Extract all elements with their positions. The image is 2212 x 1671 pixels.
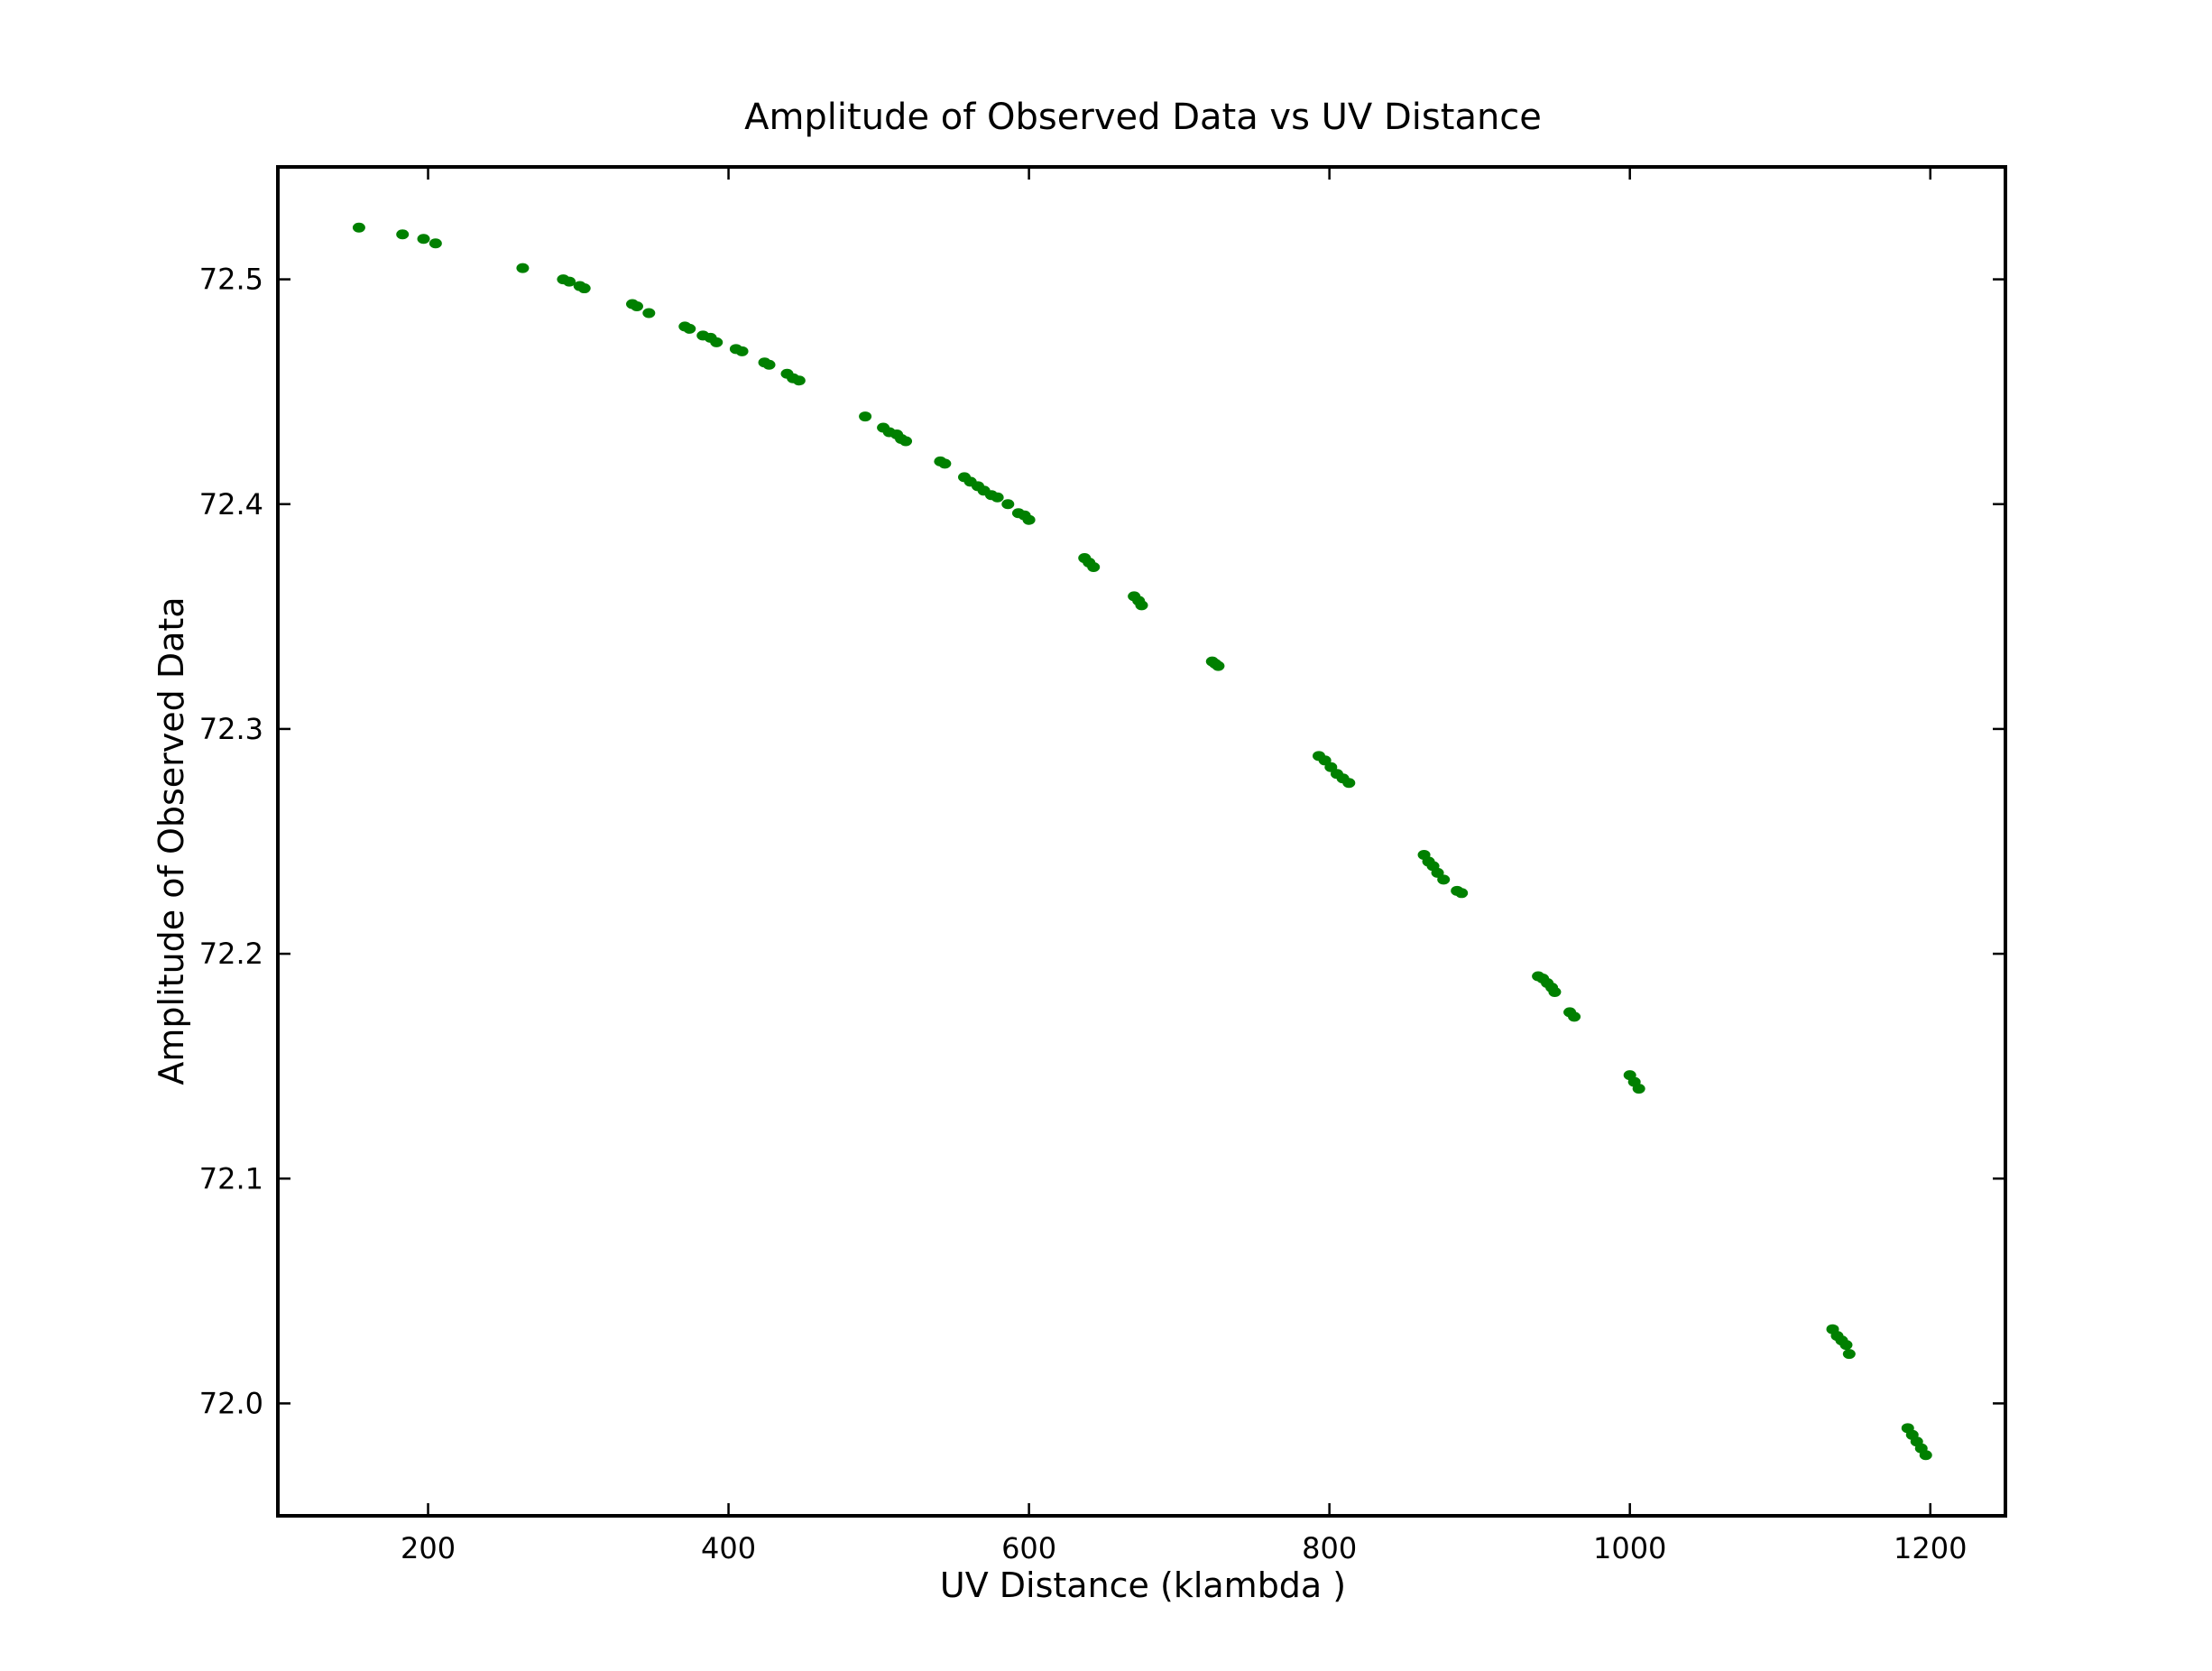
data-point <box>1632 1084 1645 1094</box>
x-tick-label: 400 <box>701 1531 756 1565</box>
data-point <box>710 337 724 347</box>
y-tick-label: 72.5 <box>199 263 263 297</box>
data-point <box>859 411 872 422</box>
data-point <box>396 229 410 240</box>
y-tick-label: 72.4 <box>199 487 263 522</box>
data-point <box>1437 874 1451 885</box>
y-tick-label: 72.1 <box>199 1161 263 1196</box>
data-point <box>938 458 952 469</box>
data-point <box>1568 1011 1581 1022</box>
data-point <box>1022 514 1036 525</box>
data-point <box>1135 600 1148 611</box>
data-point <box>642 308 656 319</box>
x-tick-label: 1200 <box>1894 1531 1967 1565</box>
data-point <box>762 359 776 370</box>
data-point <box>516 263 530 273</box>
data-point <box>429 238 442 249</box>
data-point <box>577 283 591 294</box>
data-point <box>1001 499 1015 510</box>
data-point <box>1919 1450 1932 1461</box>
y-axis: 72.0 72.1 72.2 72.3 72.4 72.5 <box>199 263 2005 1420</box>
data-point <box>991 492 1004 503</box>
data-point <box>352 222 365 233</box>
y-tick-label: 72.0 <box>199 1386 263 1420</box>
data-point <box>735 346 749 356</box>
data-points <box>352 222 1932 1461</box>
x-tick-label: 600 <box>1001 1531 1056 1565</box>
data-point <box>899 436 913 447</box>
x-axis-label: UV Distance (klambda ) <box>940 1565 1346 1605</box>
data-point <box>563 276 576 287</box>
x-tick-label: 800 <box>1302 1531 1357 1565</box>
data-point <box>1548 986 1562 997</box>
y-tick-label: 72.3 <box>199 712 263 746</box>
data-point <box>683 323 696 334</box>
data-point <box>630 300 643 311</box>
data-point <box>1087 562 1101 573</box>
data-point <box>1842 1349 1856 1360</box>
x-tick-label: 200 <box>401 1531 456 1565</box>
data-point <box>1212 660 1225 671</box>
x-axis: 200 400 600 800 1000 1200 <box>401 167 1967 1565</box>
data-point <box>792 375 806 386</box>
data-point <box>1839 1340 1853 1351</box>
data-point <box>1342 778 1356 789</box>
data-point <box>417 234 430 245</box>
x-tick-label: 1000 <box>1593 1531 1666 1565</box>
plot-frame <box>276 165 2007 1518</box>
data-point <box>1455 888 1469 899</box>
y-axis-label: Amplitude of Observed Data <box>152 596 191 1085</box>
y-tick-label: 72.2 <box>199 937 263 971</box>
chart-title: Amplitude of Observed Data vs UV Distanc… <box>744 97 1542 138</box>
